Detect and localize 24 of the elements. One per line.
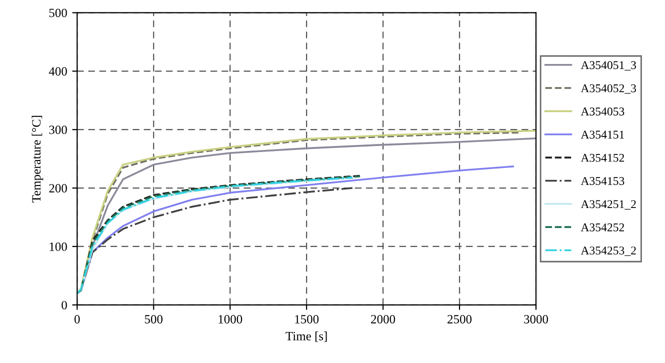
legend-label: A354152 — [580, 154, 624, 162]
x-tick-label: 500 — [144, 315, 163, 324]
x-tick-label: 2500 — [448, 315, 472, 324]
y-tick-label: 300 — [49, 126, 67, 134]
y-axis-title: Temperature [°C] — [32, 116, 44, 202]
legend-label: A354153 — [580, 177, 624, 185]
legend-label: A354053 — [580, 107, 624, 116]
x-tick-label: 2000 — [371, 315, 396, 324]
legend-label: A354051_3 — [580, 61, 636, 71]
legend-label: A354251_2 — [580, 200, 636, 210]
legend-label: A354253_2 — [580, 246, 636, 256]
x-tick-label: 1500 — [295, 315, 319, 324]
x-axis-title: Time [s] — [286, 332, 327, 342]
legend-label: A354252 — [580, 223, 624, 232]
y-tick-label: 0 — [62, 300, 67, 310]
x-tick-label: 1000 — [218, 315, 242, 324]
legend-label: A354151 — [580, 130, 624, 139]
y-tick-label: 100 — [50, 242, 67, 251]
legend-label: A354052_3 — [580, 84, 636, 94]
y-tick-label: 500 — [49, 8, 67, 18]
x-tick-label: 0 — [74, 315, 80, 324]
y-tick-label: 400 — [48, 67, 67, 76]
x-tick-label: 3000 — [524, 315, 548, 324]
y-tick-label: 200 — [49, 184, 67, 192]
